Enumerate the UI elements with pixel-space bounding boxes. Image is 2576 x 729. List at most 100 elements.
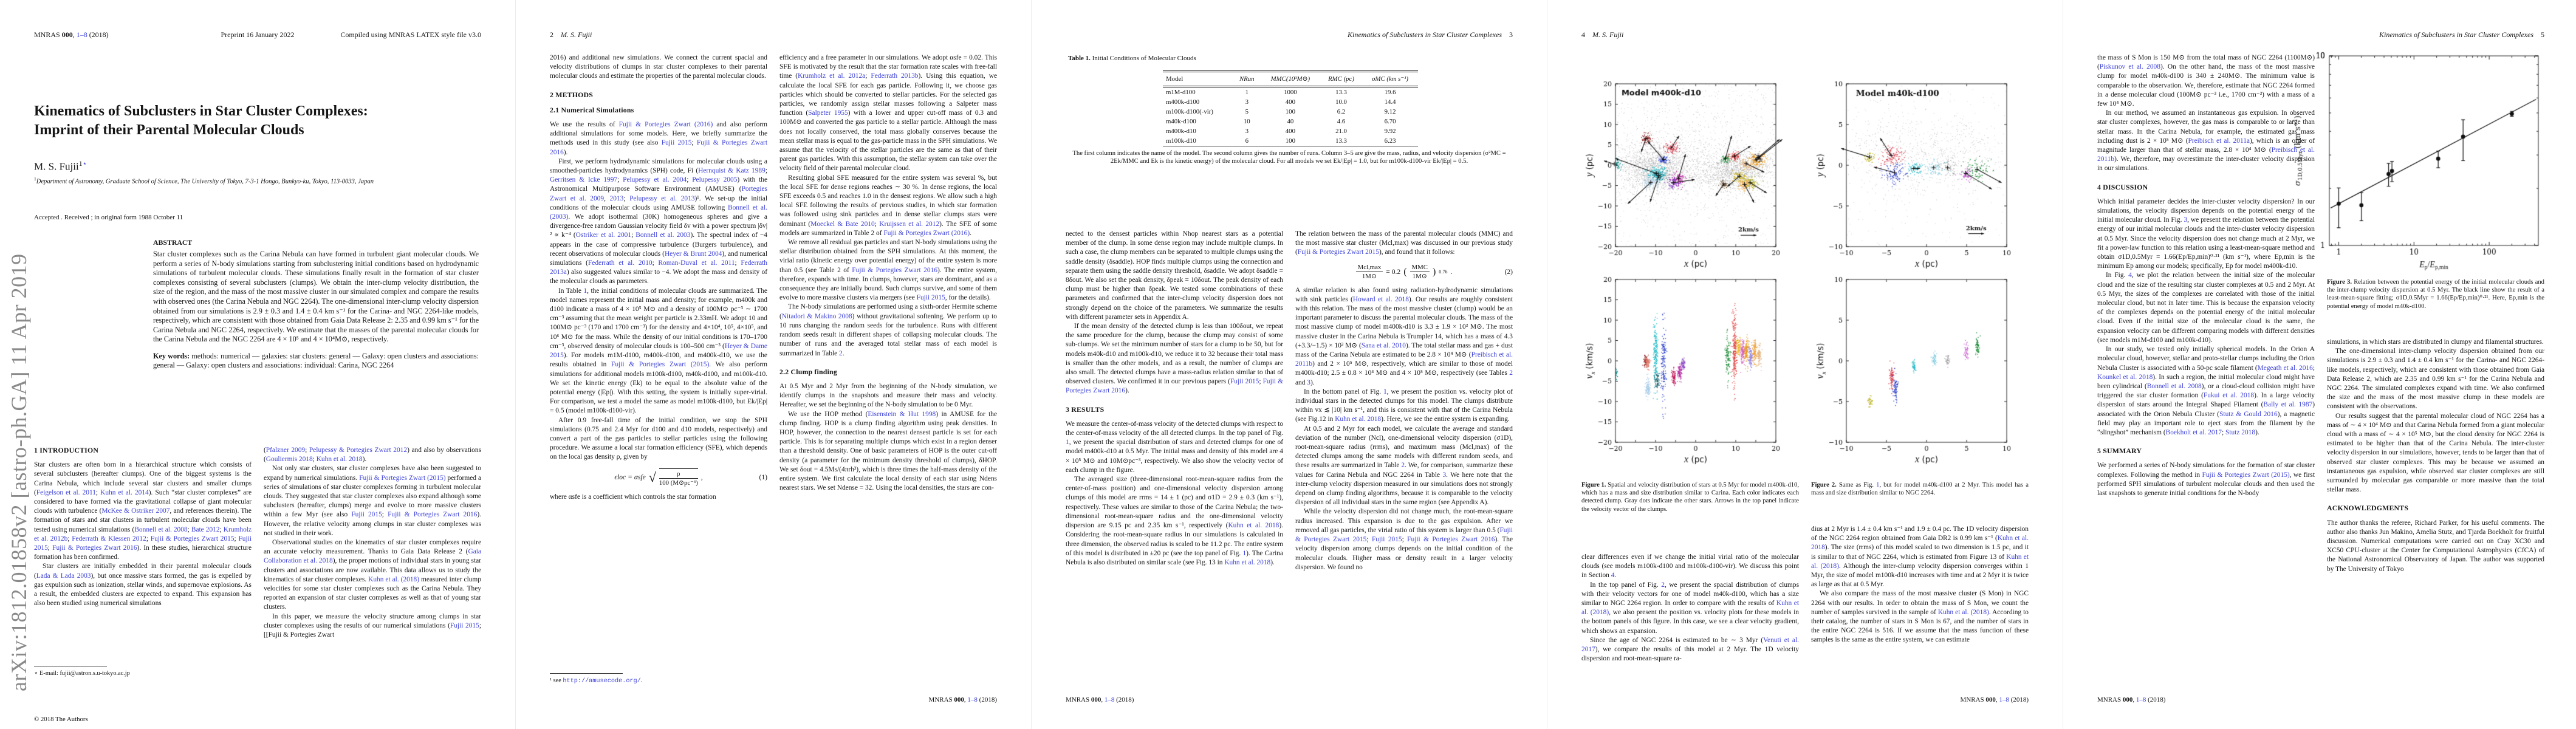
citation-link[interactable]: 1 [1066,439,1069,447]
citation-link[interactable]: Kuhn et al. 2018 [1224,558,1271,566]
citation-link[interactable]: Fujii & Portegies Zwart (2015) [611,361,710,369]
citation-link[interactable]: Fujii 2015 [450,621,479,629]
citation-link[interactable]: Gouliermis 2018 [265,456,313,464]
citation-link[interactable]: Sana et al. 2010 [1361,341,1406,349]
citation-link[interactable]: Bonnell et al. (2003) [550,204,767,221]
citation-link[interactable]: 1 [1876,482,1880,488]
citation-link[interactable]: Kuhn et al. (2018) [1581,600,1799,617]
citation-link[interactable]: Fujii & Portegies Zwart 2016 [1407,536,1495,544]
citation-link[interactable]: Fujii & Portegies Zwart (2016) [883,229,970,237]
citation-link[interactable]: Fujii & Portegies Zwart 2016 [852,266,937,274]
citation-link[interactable]: 1–8 [967,696,978,703]
citation-link[interactable]: Pelupessy et al. 2004 [623,176,687,184]
citation-link[interactable]: 2 [1401,462,1405,470]
citation-link[interactable]: Kounkel et al. 2018 [2097,373,2153,381]
citation-link[interactable]: Fujii & Portegies Zwart (2015) [2202,471,2290,479]
citation-link[interactable]: Federrath et al. 2010 [587,259,653,267]
citation-link[interactable]: Portegies Zwart et al. 2009 [550,185,767,202]
citation-link[interactable]: Pelupessy & Portegies Zwart 2012 [309,447,408,454]
link-url[interactable]: http://amusecode.org/ [563,678,641,685]
citation-link[interactable]: Kruijssen et al. 2012 [879,220,940,228]
citation-link[interactable]: Kuhn et al. (2018) [1811,553,2029,570]
citation-link[interactable]: Boekholt et al. 2017 [2165,428,2222,436]
citation-link[interactable]: Fujii & Portegies Zwart 2016 [550,139,767,156]
citation-link[interactable]: Piskunov et al. 2008 [2099,63,2160,71]
citation-link[interactable]: 1–8 [1999,696,2009,703]
citation-link[interactable]: Roman-Duval et al. 2011 [658,259,735,267]
citation-link[interactable]: Fujii & Portegies Zwart 2016 [388,511,478,519]
citation-link[interactable]: Fujii & Portegies Zwart (2015) [359,474,446,482]
citation-link[interactable]: Fujii 2015 [661,139,692,147]
citation-link[interactable]: Fujii 2015 [1371,536,1402,544]
citation-link[interactable]: Pelupessy et al. 2013 [629,194,695,202]
citation-link[interactable]: Nitadori & Makino 2008 [781,312,852,320]
citation-link[interactable]: 3 [2184,216,2188,224]
citation-link[interactable]: Kuhn et al. 2018 [316,456,363,464]
citation-link[interactable]: Heyer & Dame 2015 [550,342,767,360]
citation-link[interactable]: Feigelson et al. 2011 [36,488,96,496]
citation-link[interactable]: 2 [1661,581,1665,589]
citation-link[interactable]: Venuti et al. 2017 [1581,636,1800,654]
citation-link[interactable]: Fujii & Portegies Zwart 2016 [52,544,137,552]
citation-link[interactable]: Federrath 2013a [550,259,767,276]
citation-link[interactable]: Fujii 2015 [351,511,382,519]
citation-link[interactable]: Kuhn et al. 2018 [1811,535,2029,552]
citation-link[interactable]: 3 [1442,471,1447,479]
citation-link[interactable]: Eisenstein & Hut 1998 [868,410,936,418]
citation-link[interactable]: Bate 2012 [191,525,220,533]
citation-link[interactable]: Hernquist & Katz 1989 [698,167,766,175]
citation-link[interactable]: Fujii & Portegies Zwart (2016) [618,121,713,129]
citation-link[interactable]: Fujii 2015 [34,535,252,552]
citation-link[interactable]: Kuhn et al. 2014 [100,488,149,496]
citation-link[interactable]: Kuhn et al. 2018 [1335,416,1382,423]
citation-link[interactable]: Fujii 2015 [1230,378,1259,386]
citation-link[interactable]: Preibisch et al. 2011a [2188,137,2250,145]
citation-link[interactable]: 4 [1611,572,1615,580]
citation-link[interactable]: Salpeter 1955 [808,109,848,117]
citation-link[interactable]: Kuhn et al. 2018 [1228,522,1279,530]
citation-link[interactable]: Stutz 2018 [2225,428,2256,436]
citation-link[interactable]: Kuhn et al. (2018) [1937,608,1989,616]
citation-link[interactable]: Krumholz et al. 2012a [798,72,866,80]
citation-link[interactable]: Pelupessy 2005 [692,176,738,184]
citation-link[interactable]: Bonnell et al. 2003 [635,231,691,239]
citation-link[interactable]: Gerritsen & Icke 1997 [550,176,618,184]
citation-link[interactable]: Fukui et al. 2018 [2203,392,2255,400]
citation-link[interactable]: 1 [583,287,587,295]
citation-link[interactable]: 4 [2128,272,2132,279]
citation-link[interactable]: Fujii & Portegies Zwart 2016 [1066,378,1284,395]
citation-link[interactable]: Pfalzner 2009 [265,447,306,454]
citation-link[interactable]: Federrath & Klessen 2012 [72,535,146,542]
citation-link[interactable]: Megeath et al. 2016 [2257,364,2313,372]
citation-link[interactable]: Krumholz et al. 2012b [34,525,252,542]
citation-link[interactable]: Federrath 2013b [871,72,919,80]
citation-link[interactable]: Fujii & Portegies Zwart 2015 [1297,248,1379,256]
citation-link[interactable]: Moeckel & Bate 2010 [810,220,875,228]
citation-link[interactable]: McKee & Ostriker 2007 [101,507,170,515]
citation-link[interactable]: Ostriker et al. 2001 [575,231,632,239]
citation-link[interactable]: 3 [1307,378,1310,386]
citation-link[interactable]: Howard et al. 2018 [1352,295,1409,303]
citation-link[interactable]: 1–8 [1104,696,1115,703]
citation-link[interactable]: Preibisch et al. 2011b [1295,351,1513,368]
citation-link[interactable]: 1–8 [76,30,87,39]
citation-link[interactable]: 1 [1242,549,1247,557]
citation-link[interactable]: Bally et al. 1987 [2263,401,2313,409]
citation-link[interactable]: Fujii 2015 [916,294,945,302]
author-footnote-star[interactable]: ⋆ [82,159,87,168]
citation-link[interactable]: 1 [1383,388,1387,395]
citation-link[interactable]: 1–8 [2136,696,2146,703]
citation-link[interactable]: Bonnell et al. 2008 [2146,382,2202,390]
citation-link[interactable]: Bonnell et al. 2008 [134,525,188,533]
citation-link[interactable]: Kuhn et al. (2018) [368,575,420,583]
citation-link[interactable]: 2 [1509,369,1513,377]
citation-link[interactable]: Preibisch et al. 2011b [2097,146,2315,163]
citation-link[interactable]: 2 [839,349,843,357]
citation-link[interactable]: 2013 [609,194,624,202]
citation-link[interactable]: Gaia Collaboration et al. 2018 [264,548,481,565]
citation-link[interactable]: Lada & Lada 2003 [36,572,91,580]
citation-link[interactable]: Fujii & Portegies Zwart 2015 [150,535,235,542]
citation-link[interactable]: Heyer & Brunt 2004 [664,250,722,258]
citation-link[interactable]: Stutz & Gould 2016 [2219,410,2278,418]
citation-link[interactable]: Fujii & Portegies Zwart 2015 [1295,526,1513,544]
